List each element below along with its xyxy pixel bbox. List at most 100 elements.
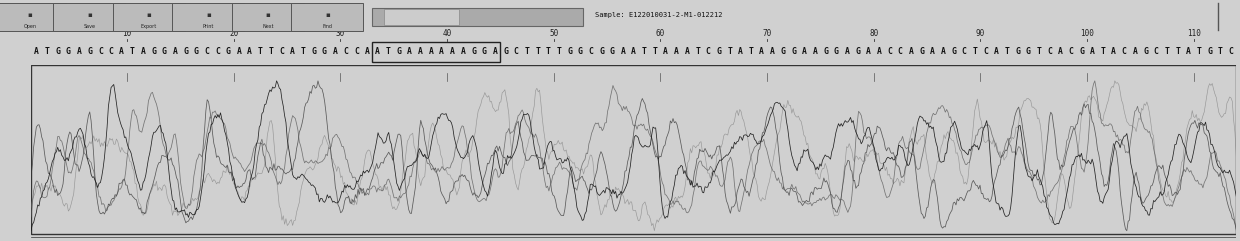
Text: Next: Next xyxy=(262,24,274,29)
Text: G: G xyxy=(951,47,956,56)
Text: G: G xyxy=(193,47,198,56)
Text: A: A xyxy=(1111,47,1116,56)
Bar xyxy=(15,221,27,240)
Text: ▪: ▪ xyxy=(146,12,151,18)
Text: A: A xyxy=(631,47,636,56)
Text: T: T xyxy=(130,47,135,56)
Text: Open: Open xyxy=(24,24,36,29)
Text: T: T xyxy=(727,47,732,56)
Text: A: A xyxy=(1132,47,1137,56)
Text: T: T xyxy=(1176,47,1180,56)
Text: C: C xyxy=(962,47,967,56)
Text: A: A xyxy=(77,47,82,56)
Text: 50: 50 xyxy=(549,29,558,39)
Text: 70: 70 xyxy=(763,29,771,39)
Text: A: A xyxy=(407,47,412,56)
Text: C: C xyxy=(98,47,103,56)
Text: A: A xyxy=(290,47,295,56)
Text: G: G xyxy=(567,47,572,56)
Text: G: G xyxy=(1016,47,1021,56)
Text: G: G xyxy=(610,47,615,56)
Text: A: A xyxy=(663,47,668,56)
Text: A: A xyxy=(33,47,38,56)
Text: G: G xyxy=(599,47,604,56)
Text: A: A xyxy=(460,47,465,56)
Text: G: G xyxy=(151,47,156,56)
Text: C: C xyxy=(353,47,358,56)
Text: T: T xyxy=(749,47,754,56)
Text: A: A xyxy=(140,47,145,56)
Text: 80: 80 xyxy=(869,29,878,39)
Text: A: A xyxy=(237,47,242,56)
Text: G: G xyxy=(791,47,796,56)
Text: T: T xyxy=(536,47,541,56)
Text: A: A xyxy=(866,47,870,56)
Text: G: G xyxy=(87,47,92,56)
Text: C: C xyxy=(1229,47,1234,56)
Text: A: A xyxy=(930,47,935,56)
Text: A: A xyxy=(332,47,337,56)
Text: G: G xyxy=(717,47,722,56)
Text: G: G xyxy=(919,47,924,56)
Text: C: C xyxy=(343,47,348,56)
Text: G: G xyxy=(856,47,861,56)
Text: T: T xyxy=(1101,47,1105,56)
Text: G: G xyxy=(56,47,60,56)
Text: T: T xyxy=(546,47,551,56)
Text: T: T xyxy=(642,47,647,56)
Text: A: A xyxy=(418,47,423,56)
Text: A: A xyxy=(376,47,381,56)
Text: G: G xyxy=(1143,47,1148,56)
Text: G: G xyxy=(780,47,785,56)
Text: T: T xyxy=(269,47,274,56)
Text: A: A xyxy=(1058,47,1063,56)
Text: G: G xyxy=(482,47,487,56)
Bar xyxy=(372,41,500,62)
Text: T: T xyxy=(386,47,391,56)
Text: G: G xyxy=(833,47,838,56)
Text: ▪: ▪ xyxy=(325,12,330,18)
Text: T: T xyxy=(258,47,263,56)
Text: A: A xyxy=(450,47,455,56)
Text: G: G xyxy=(471,47,476,56)
Text: A: A xyxy=(492,47,497,56)
Text: A: A xyxy=(673,47,678,56)
Text: T: T xyxy=(1004,47,1009,56)
Text: ▪: ▪ xyxy=(206,12,211,18)
Text: 60: 60 xyxy=(656,29,665,39)
Text: G: G xyxy=(1025,47,1030,56)
Text: C: C xyxy=(1122,47,1127,56)
Text: ▪: ▪ xyxy=(27,12,32,18)
Text: A: A xyxy=(119,47,124,56)
Text: G: G xyxy=(397,47,402,56)
Text: ▪: ▪ xyxy=(265,12,270,18)
Text: Sample: E122010031-2-M1-012212: Sample: E122010031-2-M1-012212 xyxy=(595,12,723,18)
Text: A: A xyxy=(909,47,914,56)
Bar xyxy=(15,65,27,234)
Text: C: C xyxy=(1048,47,1052,56)
Text: A: A xyxy=(1185,47,1190,56)
Text: G: G xyxy=(184,47,188,56)
Text: G: G xyxy=(226,47,231,56)
Text: C: C xyxy=(216,47,219,56)
FancyBboxPatch shape xyxy=(384,9,459,25)
Text: C: C xyxy=(109,47,113,56)
Text: G: G xyxy=(578,47,583,56)
Text: 100: 100 xyxy=(1080,29,1094,39)
Text: A: A xyxy=(738,47,743,56)
Text: G: G xyxy=(322,47,327,56)
Text: G: G xyxy=(503,47,508,56)
FancyBboxPatch shape xyxy=(232,3,304,31)
Text: A: A xyxy=(172,47,177,56)
FancyBboxPatch shape xyxy=(0,3,66,31)
FancyBboxPatch shape xyxy=(53,3,125,31)
Text: C: C xyxy=(706,47,711,56)
Text: A: A xyxy=(844,47,849,56)
Text: A: A xyxy=(429,47,434,56)
Text: 90: 90 xyxy=(976,29,985,39)
Text: T: T xyxy=(45,47,50,56)
Text: T: T xyxy=(1164,47,1169,56)
Text: T: T xyxy=(1218,47,1223,56)
Text: T: T xyxy=(1197,47,1202,56)
Text: 40: 40 xyxy=(443,29,451,39)
